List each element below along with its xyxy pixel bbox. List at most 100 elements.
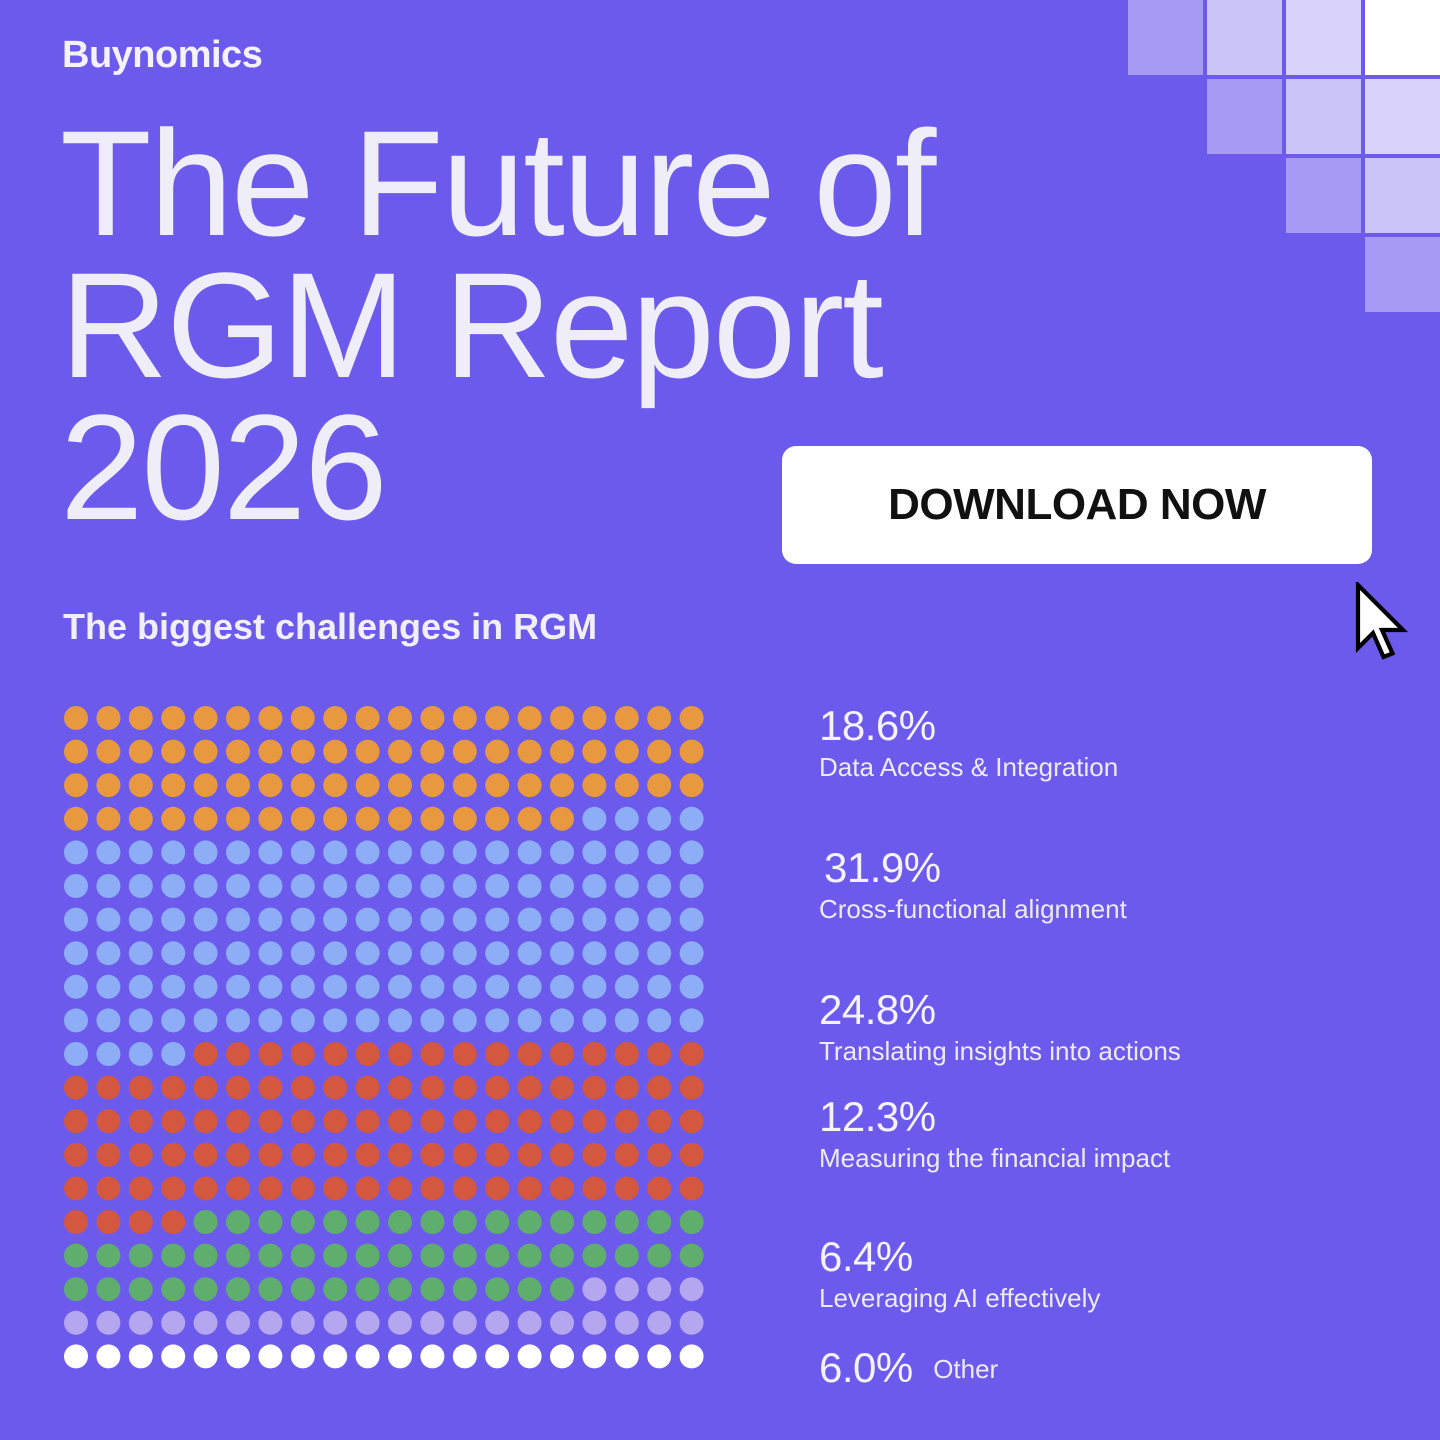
decor-tile (1128, 0, 1203, 75)
waffle-dot-series-2 (96, 1142, 121, 1167)
waffle-dot-series-1 (420, 941, 445, 966)
waffle-dot-series-0 (128, 773, 153, 798)
waffle-dot-series-5 (647, 1344, 672, 1369)
waffle-dot-series-0 (517, 739, 542, 764)
waffle-dot-series-2 (64, 1142, 88, 1167)
waffle-dot-series-2 (485, 1075, 510, 1100)
waffle-dot-series-0 (647, 739, 672, 764)
waffle-dot-series-0 (388, 739, 412, 764)
waffle-dot-series-0 (517, 806, 542, 831)
waffle-dot-series-0 (582, 773, 607, 798)
waffle-dot-series-2 (96, 1109, 121, 1134)
waffle-dot-series-5 (550, 1344, 574, 1369)
waffle-dot-series-2 (550, 1075, 574, 1100)
waffle-dot-series-2 (128, 1142, 153, 1167)
waffle-dot-series-5 (193, 1344, 218, 1369)
waffle-dot-series-0 (258, 739, 283, 764)
waffle-dot-series-3 (355, 1243, 380, 1268)
waffle-dot-series-2 (226, 1042, 250, 1066)
waffle-dot-series-0 (420, 773, 445, 798)
waffle-dot-series-1 (161, 941, 186, 966)
waffle-dot-series-3 (614, 1210, 639, 1234)
waffle-dot-series-2 (96, 1075, 121, 1100)
waffle-dot-series-2 (193, 1176, 218, 1201)
waffle-dot-series-4 (128, 1310, 153, 1335)
waffle-dot-series-1 (647, 907, 672, 932)
waffle-dot-series-2 (226, 1109, 250, 1134)
waffle-dot-series-0 (679, 739, 704, 764)
waffle-dot-series-2 (355, 1176, 380, 1201)
waffle-dot-series-1 (226, 974, 250, 999)
waffle-dot-series-2 (193, 1142, 218, 1167)
waffle-dot-series-1 (485, 1008, 510, 1033)
waffle-dot-series-4 (258, 1310, 283, 1335)
waffle-dot-series-3 (679, 1210, 704, 1234)
waffle-dot-series-2 (582, 1176, 607, 1201)
waffle-dot-series-1 (323, 941, 348, 966)
waffle-dot-series-0 (582, 706, 607, 730)
waffle-dot-series-3 (355, 1210, 380, 1234)
waffle-dot-series-2 (420, 1109, 445, 1134)
waffle-dot-series-5 (64, 1344, 88, 1369)
waffle-dot-series-3 (582, 1243, 607, 1268)
waffle-dot-series-1 (226, 1008, 250, 1033)
waffle-dot-series-0 (485, 773, 510, 798)
waffle-dot-series-0 (485, 806, 510, 831)
waffle-dot-series-1 (161, 907, 186, 932)
waffle-dot-series-1 (323, 874, 348, 898)
waffle-dot-series-0 (226, 806, 250, 831)
waffle-dot-series-3 (161, 1243, 186, 1268)
waffle-dot-series-4 (582, 1310, 607, 1335)
waffle-dot-series-1 (420, 1008, 445, 1033)
waffle-dot-series-1 (614, 941, 639, 966)
waffle-dot-series-1 (388, 874, 412, 898)
waffle-dot-series-2 (323, 1142, 348, 1167)
legend-label: Translating insights into actions (819, 1036, 1181, 1066)
waffle-dot-series-1 (647, 1008, 672, 1033)
waffle-dot-series-2 (290, 1042, 315, 1066)
waffle-dot-series-3 (64, 1243, 88, 1268)
waffle-dot-series-0 (614, 706, 639, 730)
waffle-dot-series-1 (96, 941, 121, 966)
waffle-dot-series-0 (420, 806, 445, 831)
decor-tile (1207, 79, 1282, 154)
waffle-dot-series-2 (517, 1109, 542, 1134)
decor-tile (1365, 0, 1440, 75)
waffle-dot-series-1 (582, 974, 607, 999)
waffle-dot-series-2 (323, 1176, 348, 1201)
decor-tile (1286, 0, 1361, 75)
waffle-dot-series-4 (485, 1310, 510, 1335)
waffle-dot-series-2 (582, 1109, 607, 1134)
waffle-dot-series-1 (64, 1008, 88, 1033)
waffle-dot-series-1 (388, 941, 412, 966)
waffle-dot-series-3 (226, 1277, 250, 1302)
waffle-dot-series-2 (679, 1075, 704, 1100)
download-now-button[interactable]: DOWNLOAD NOW (782, 446, 1372, 564)
waffle-dot-series-3 (193, 1243, 218, 1268)
waffle-dot-series-4 (517, 1310, 542, 1335)
waffle-dot-series-1 (582, 941, 607, 966)
waffle-dot-series-3 (614, 1243, 639, 1268)
waffle-dot-series-3 (258, 1210, 283, 1234)
waffle-dot-series-1 (258, 1008, 283, 1033)
waffle-dot-series-2 (647, 1042, 672, 1066)
waffle-dot-series-3 (193, 1210, 218, 1234)
waffle-dot-series-1 (128, 1042, 153, 1066)
waffle-dot-series-0 (355, 773, 380, 798)
waffle-dot-series-1 (517, 907, 542, 932)
waffle-dot-series-0 (64, 773, 88, 798)
waffle-dot-series-2 (614, 1142, 639, 1167)
waffle-dot-series-1 (128, 1008, 153, 1033)
waffle-dot-series-2 (517, 1176, 542, 1201)
waffle-dot-series-0 (96, 773, 121, 798)
waffle-dot-series-1 (679, 907, 704, 932)
waffle-dot-series-2 (128, 1075, 153, 1100)
waffle-dot-series-0 (614, 739, 639, 764)
waffle-dot-series-1 (647, 874, 672, 898)
waffle-dot-series-2 (614, 1109, 639, 1134)
legend-label: Leveraging AI effectively (819, 1283, 1101, 1313)
waffle-dot-series-1 (582, 874, 607, 898)
waffle-dot-series-5 (96, 1344, 121, 1369)
waffle-dot-series-2 (679, 1142, 704, 1167)
waffle-dot-series-2 (452, 1042, 477, 1066)
